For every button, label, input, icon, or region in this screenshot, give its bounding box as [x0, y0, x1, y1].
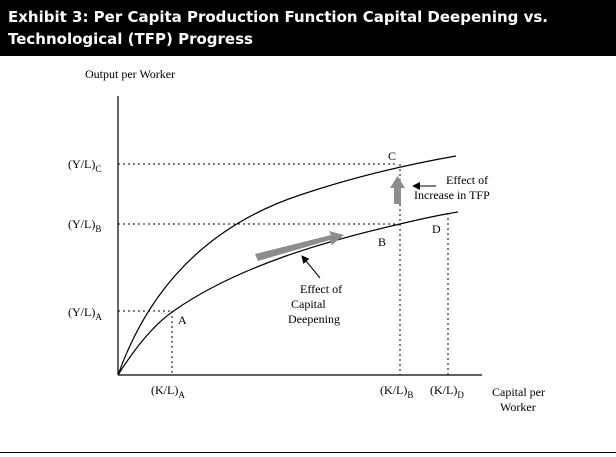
bottom-rule [0, 452, 616, 453]
exhibit-title: Exhibit 3: Per Capita Production Functio… [0, 0, 616, 56]
tfp-arrow-icon [390, 176, 405, 204]
lower-production-curve [117, 211, 459, 376]
x-axis-label-line-1: Capital per [492, 385, 545, 399]
tfp-annotation-line-2: Increase in TFP [414, 188, 490, 202]
upper-production-curve [117, 155, 457, 376]
point-a-label: A [178, 313, 187, 327]
point-d-label: D [432, 222, 441, 236]
x-tick-a: (K/L)A [151, 383, 185, 400]
point-c-label: C [388, 149, 396, 163]
y-tick-c: (Y/L)C [68, 157, 101, 174]
guide-lines [118, 163, 449, 375]
capital-deepening-arrow-icon [255, 231, 344, 261]
y-tick-b: (Y/L)B [68, 217, 101, 234]
y-tick-a: (Y/L)A [68, 305, 102, 322]
capital-pointer-icon [301, 255, 321, 279]
capital-annotation-line-3: Deepening [288, 312, 340, 326]
point-b-label: B [378, 235, 386, 249]
x-tick-b: (K/L)B [380, 383, 413, 400]
x-axis-label-line-2: Worker [500, 400, 536, 414]
title-line-1: Exhibit 3: Per Capita Production Functio… [8, 8, 549, 26]
x-tick-d: (K/L)D [430, 383, 464, 400]
y-axis-label: Output per Worker [85, 67, 175, 81]
capital-annotation-line-1: Effect of [300, 282, 342, 296]
tfp-annotation-line-1: Effect of [446, 173, 488, 187]
capital-annotation-line-2: Capital [291, 297, 326, 311]
title-line-2: Technological (TFP) Progress [8, 30, 253, 48]
